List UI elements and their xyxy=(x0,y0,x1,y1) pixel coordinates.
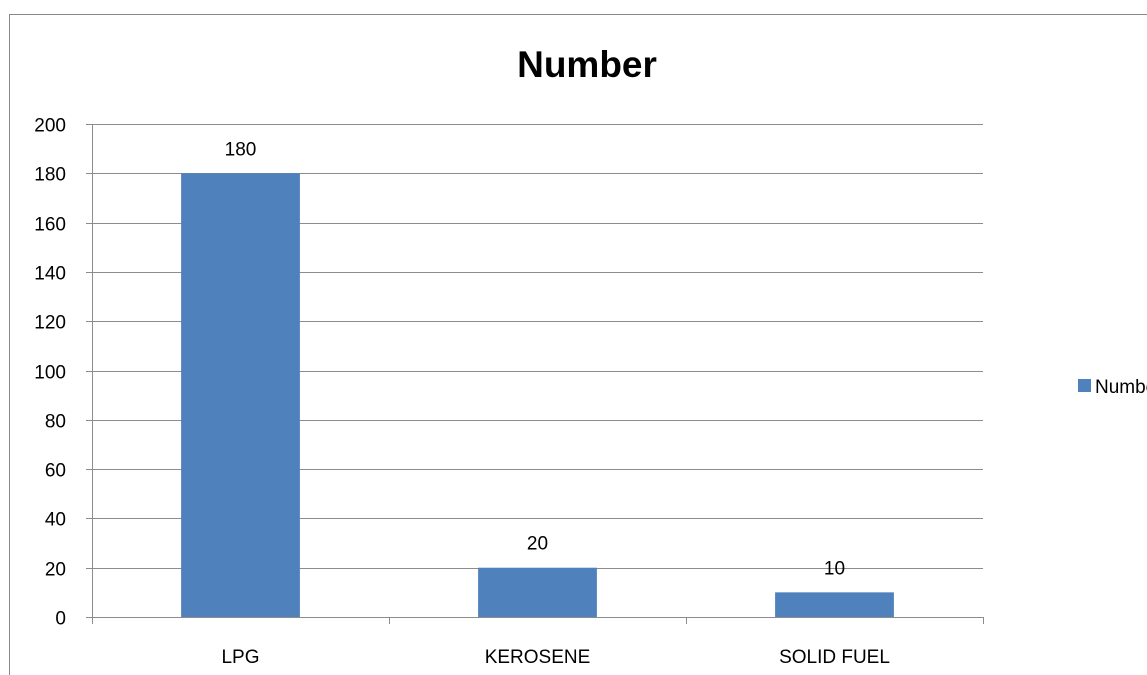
y-tick-label: 0 xyxy=(55,609,66,630)
y-tick-label: 140 xyxy=(34,264,66,285)
bar-solid-fuel xyxy=(775,592,894,617)
data-label: 20 xyxy=(527,534,548,555)
y-tick-label: 160 xyxy=(34,215,66,236)
data-label: 180 xyxy=(225,139,257,160)
y-tick-label: 200 xyxy=(34,116,66,137)
bar-lpg xyxy=(181,173,300,618)
bars xyxy=(181,173,894,618)
y-tick-label: 60 xyxy=(45,461,66,482)
x-tick-label: KEROSENE xyxy=(485,647,591,668)
y-tick-label: 180 xyxy=(34,165,66,186)
y-tick-label: 20 xyxy=(45,560,66,581)
legend-label: Number xyxy=(1095,377,1147,398)
data-label: 10 xyxy=(824,558,845,579)
data-labels: 180 20 10 xyxy=(225,139,845,579)
x-tick-label: SOLID FUEL xyxy=(779,647,890,668)
legend-swatch xyxy=(1078,379,1091,392)
x-axis-ticks: LPG KEROSENE SOLID FUEL xyxy=(92,617,984,668)
y-tick-label: 80 xyxy=(45,412,66,433)
y-axis-ticks: 0 20 40 60 80 100 120 140 160 180 200 xyxy=(34,116,92,630)
legend: Number xyxy=(1078,377,1147,398)
y-tick-label: 120 xyxy=(34,313,66,334)
y-tick-label: 40 xyxy=(45,510,66,531)
bar-kerosene xyxy=(478,567,597,617)
chart-title: Number xyxy=(517,44,657,85)
x-tick-label: LPG xyxy=(221,647,259,668)
y-tick-label: 100 xyxy=(34,363,66,384)
